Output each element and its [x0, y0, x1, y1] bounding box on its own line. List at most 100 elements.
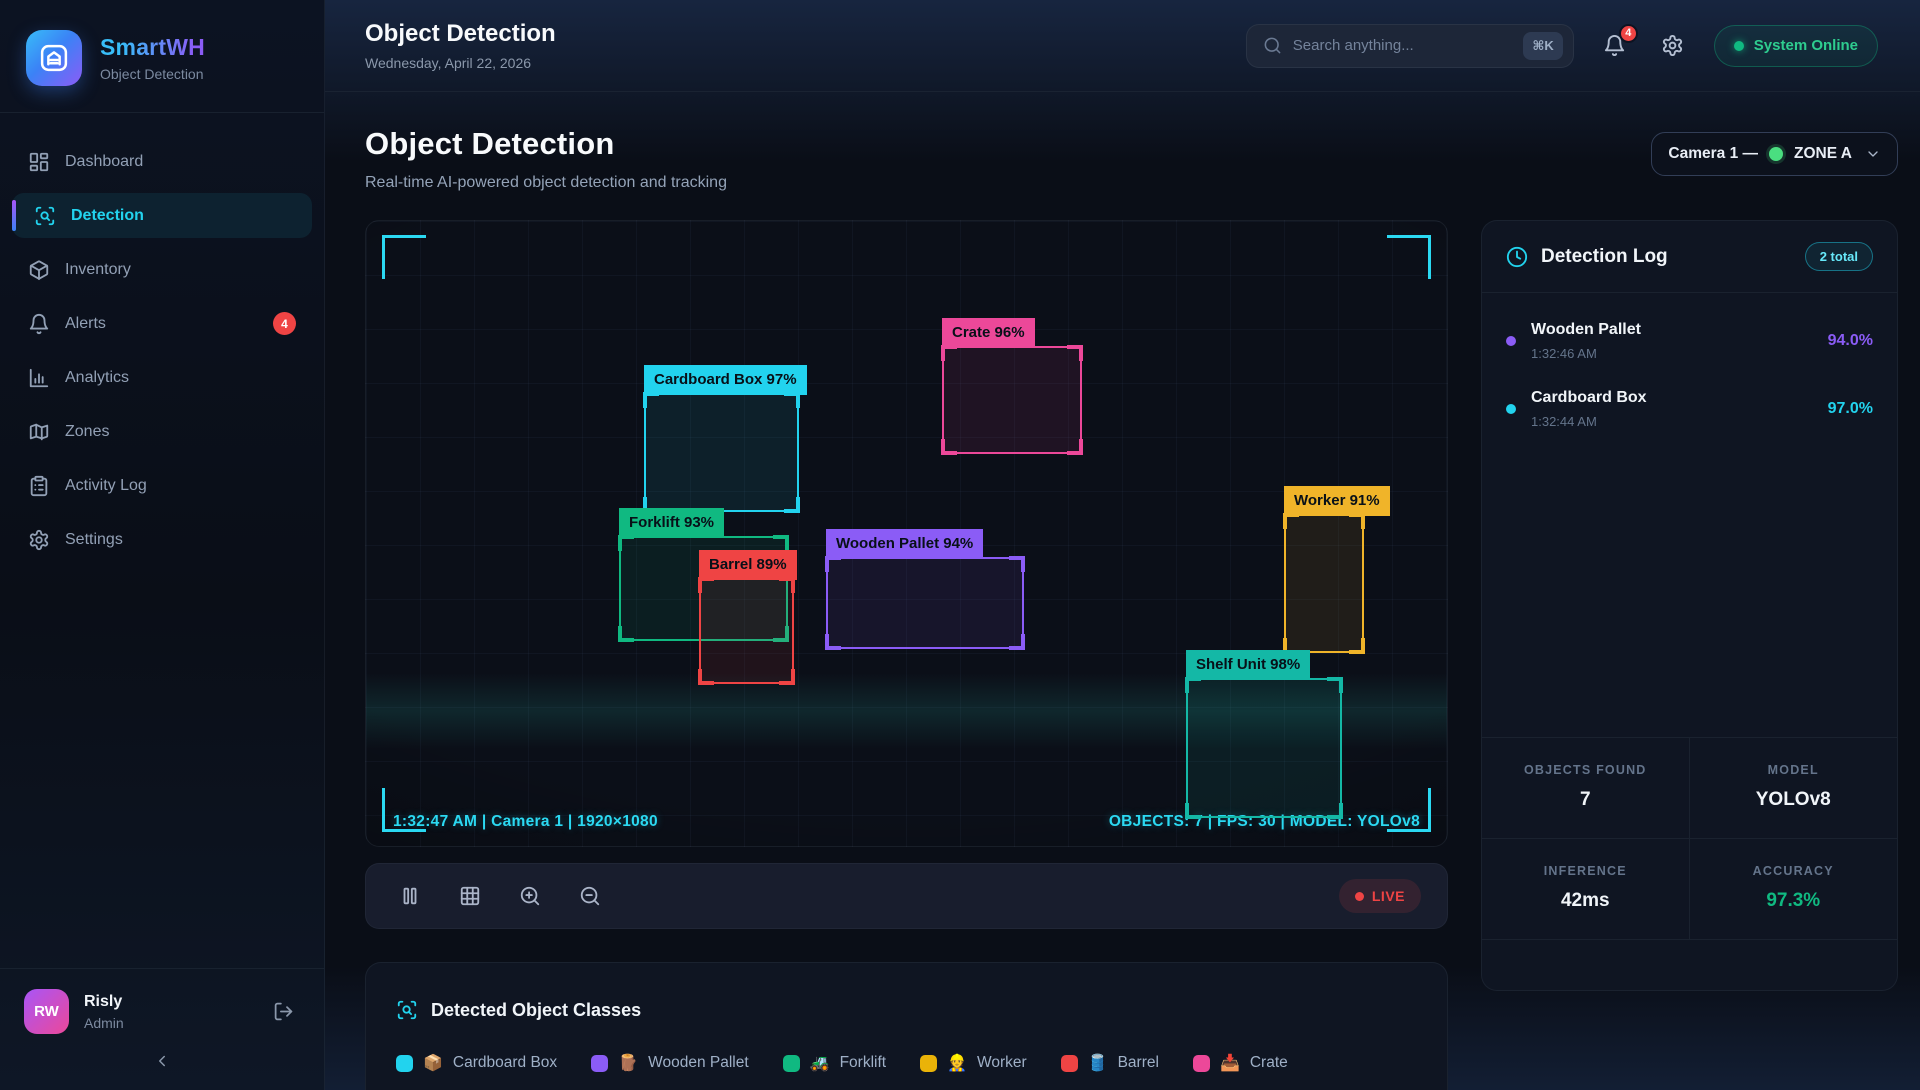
status-dot [1733, 40, 1744, 51]
scan-search-icon [396, 999, 418, 1021]
classes-header: Detected Object Classes [396, 999, 1417, 1021]
corner-bracket-icon [1283, 513, 1299, 529]
corner-bracket-icon [698, 669, 714, 685]
stat-label: MODEL [1767, 763, 1819, 777]
corner-bracket-icon [941, 345, 957, 361]
corner-bracket-icon [1327, 677, 1343, 693]
log-entry-dot [1506, 336, 1516, 346]
grid-button[interactable] [452, 878, 488, 914]
corner-bracket-icon [784, 392, 800, 408]
class-color-swatch [920, 1054, 938, 1072]
alerts-count-badge: 4 [273, 312, 296, 335]
class-color-swatch [1192, 1054, 1210, 1072]
camera-hud-left: 1:32:47 AM | Camera 1 | 1920×1080 [393, 813, 658, 830]
detection-log-title: Detection Log [1541, 245, 1668, 267]
stats-footer [1482, 940, 1897, 990]
stats-grid: OBJECTS FOUND 7 MODEL YOLOv8 INFERENCE 42ms AC… [1482, 737, 1897, 940]
scan-search-icon [34, 205, 56, 227]
detection-label: Forklift 93% [619, 508, 725, 538]
log-entry-time: 1:32:46 AM [1531, 346, 1597, 361]
sidebar-item-label: Settings [65, 530, 123, 548]
detection-log-list: Wooden Pallet 1:32:46 AM 94.0% Cardboard Bo… [1482, 293, 1897, 443]
log-entry-text: Cardboard Box 1:32:44 AM [1531, 389, 1647, 429]
search-input[interactable] [1292, 37, 1513, 54]
zoom-in-icon [519, 885, 541, 907]
stat-cell: OBJECTS FOUND 7 [1482, 738, 1690, 839]
zoom-in-button[interactable] [512, 878, 548, 914]
class-color-swatch [782, 1054, 800, 1072]
stat-value: 42ms [1560, 890, 1610, 911]
stat-label: OBJECTS FOUND [1523, 763, 1647, 777]
columns: 1:32:47 AM | Camera 1 | 1920×1080 OBJECT… [365, 220, 1898, 1090]
detection-log-header: Detection Log 2 total [1482, 221, 1897, 293]
corner-bracket-icon [1185, 677, 1201, 693]
corner-bracket-icon [1349, 638, 1365, 654]
class-label: Crate [1249, 1054, 1288, 1071]
topbar-date: Wednesday, April 22, 2026 [365, 55, 532, 71]
detection-label: Shelf Unit 98% [1186, 650, 1311, 680]
detection-box: Cardboard Box 97% [643, 365, 807, 513]
brand-name: SmartWH [100, 34, 205, 60]
detection-label: Wooden Pallet 94% [826, 529, 984, 559]
warehouse-logo-icon [26, 30, 82, 86]
pause-button[interactable] [392, 878, 428, 914]
detection-label: Worker 91% [1284, 486, 1390, 516]
bell-icon [28, 313, 50, 335]
camera-toolbar: LIVE [365, 863, 1448, 929]
class-emoji-icon: 📥 [1219, 1055, 1240, 1072]
stat-label: INFERENCE [1543, 864, 1627, 878]
legend-item: 📦 Cardboard Box [396, 1053, 557, 1073]
clipboard-icon [28, 475, 50, 497]
detection-label: Crate 96% [942, 318, 1035, 348]
log-entry-time: 1:32:44 AM [1531, 414, 1597, 429]
legend-item: 📥 Crate [1192, 1053, 1288, 1073]
corner-bracket-icon [1185, 803, 1201, 819]
classes-title: Detected Object Classes [431, 999, 642, 1020]
class-emoji-icon: 🚜 [809, 1055, 830, 1072]
corner-bracket-icon [1009, 556, 1025, 572]
stat-cell: MODEL YOLOv8 [1689, 738, 1897, 839]
brand: SmartWH Object Detection [0, 0, 324, 112]
class-emoji-icon: 📦 [423, 1055, 443, 1072]
class-label: Forklift [839, 1054, 887, 1071]
classes-legend: 📦 Cardboard Box 🪵 Wooden Pallet 🚜 Forklift 👷 Wo… [396, 1053, 1417, 1073]
stat-cell: ACCURACY 97.3% [1690, 839, 1898, 939]
zoom-out-icon [579, 885, 601, 907]
camera-select-zone: ZONE A [1794, 145, 1852, 162]
class-color-swatch [591, 1054, 609, 1072]
detection-box: Barrel 89% [698, 550, 797, 685]
settings-button[interactable] [1656, 29, 1690, 63]
logout-button[interactable] [266, 995, 300, 1029]
sidebar-collapse-row [0, 1040, 324, 1090]
corner-bracket-icon [779, 577, 795, 593]
sidebar-item-activity-log[interactable]: Activity Log [12, 463, 312, 508]
divider [0, 112, 324, 113]
sidebar-item-detection[interactable]: Detection [12, 193, 312, 238]
gear-icon [28, 529, 50, 551]
class-label: Worker [976, 1054, 1027, 1071]
sidebar-item-inventory[interactable]: Inventory [12, 247, 312, 292]
sidebar-item-analytics[interactable]: Analytics [12, 355, 312, 400]
sidebar-item-label: Analytics [65, 368, 130, 386]
search-icon [1263, 36, 1282, 55]
corner-bracket-icon [1009, 634, 1025, 650]
main-content: Object Detection Wednesday, April 22, 20… [325, 0, 1920, 1090]
class-label: Cardboard Box [452, 1054, 558, 1071]
sidebar-item-zones[interactable]: Zones [12, 409, 312, 454]
log-entry: Wooden Pallet 1:32:46 AM 94.0% [1482, 307, 1897, 375]
brand-subtitle: Object Detection [100, 66, 204, 82]
zoom-out-button[interactable] [572, 878, 608, 914]
camera-select-camera: Camera 1 — [1668, 145, 1759, 162]
detection-box: Shelf Unit 98% [1185, 650, 1343, 819]
topbar: Object Detection Wednesday, April 22, 20… [325, 0, 1920, 92]
corner-bracket-icon [618, 626, 634, 642]
sidebar-item-alerts[interactable]: Alerts 4 [12, 301, 312, 346]
grid-icon [459, 885, 481, 907]
notifications-button[interactable]: 4 [1598, 23, 1638, 63]
collapse-sidebar-button[interactable] [145, 1048, 179, 1074]
brand-text: SmartWH Object Detection [100, 34, 205, 82]
camera-select[interactable]: Camera 1 — ZONE A [1651, 132, 1898, 176]
sidebar-item-settings[interactable]: Settings [12, 517, 312, 562]
sidebar-item-dashboard[interactable]: Dashboard [12, 139, 312, 184]
